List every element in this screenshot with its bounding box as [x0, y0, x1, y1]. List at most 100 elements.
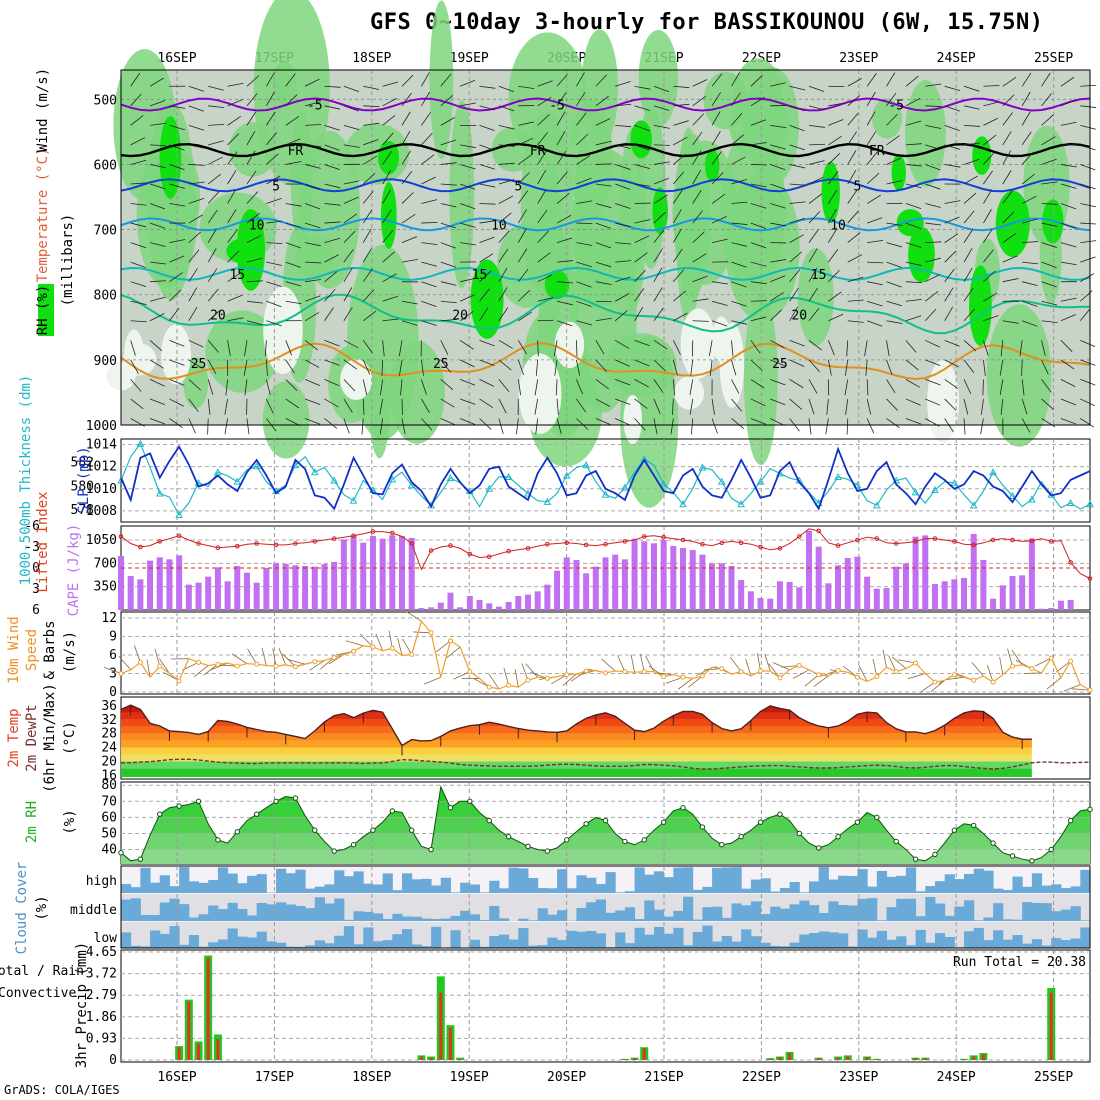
rh-point [738, 833, 744, 840]
wind-barb [963, 142, 980, 146]
lifted-index-point [390, 530, 395, 536]
cape-bar [1019, 575, 1026, 610]
precip-convective-bar [216, 1039, 220, 1060]
wind-barb [150, 122, 166, 126]
cape-bar [660, 540, 667, 610]
wind-barb [382, 340, 385, 357]
cloud-cover-bar [382, 873, 393, 893]
wind-barb [1080, 222, 1097, 225]
wind-barb [401, 300, 418, 305]
wind-barb [1022, 300, 1038, 307]
wind-barb [808, 143, 825, 146]
cloud-cover-bar [1060, 909, 1072, 921]
temp-tick: 32 [101, 713, 117, 728]
cloud-cover-bar [276, 942, 287, 948]
rh-blob-dry [263, 286, 303, 375]
wind-barb [1041, 340, 1046, 356]
cloud-cover-bar [169, 886, 180, 893]
lifted-index-point [331, 536, 337, 541]
wind-barb [149, 183, 166, 190]
surface-wind-barb [154, 648, 161, 667]
rh-blob-saturated [969, 265, 992, 346]
thickness-point [969, 501, 978, 509]
wind-barb [750, 75, 763, 87]
cloud-cover-bar [363, 927, 374, 948]
cloud-cover-bar [324, 943, 335, 948]
rh-point [525, 843, 531, 850]
wind-barb [634, 339, 650, 347]
wind-barb [886, 242, 903, 248]
wind-barb [653, 177, 670, 185]
cape-bar [544, 584, 551, 610]
wind-barb [866, 194, 881, 204]
cape-bar [418, 608, 425, 610]
contour-label: 15 [811, 268, 827, 283]
wind-barb [343, 339, 359, 349]
date-label-bottom: 19SEP [450, 1070, 489, 1085]
wind-barb [362, 209, 373, 224]
lifted-index-point [661, 534, 666, 540]
wind-barb [285, 261, 301, 268]
lifted-index-point [1068, 560, 1073, 565]
cape-bar [631, 538, 638, 610]
cloud-cover-bar [741, 905, 752, 921]
thickness-point [155, 489, 164, 497]
surface-wind-barb [435, 640, 451, 653]
rh-point [447, 805, 454, 811]
wind-barb [925, 379, 941, 386]
cloud-cover-bar [256, 902, 267, 921]
wind-barb [886, 72, 896, 87]
wind-barb [421, 154, 435, 165]
wind-barb [653, 398, 661, 414]
wind-speed-point [215, 661, 221, 667]
wind-barb [130, 242, 146, 249]
wind-barb [498, 359, 512, 371]
wind-barb [363, 85, 380, 90]
wind-barb [750, 418, 766, 425]
surface-wind-barb [551, 674, 567, 685]
wind-barb [983, 134, 997, 146]
cloud-cover-bar [586, 902, 597, 921]
cloud-cover-bar [392, 913, 403, 921]
wind-barb [692, 189, 702, 204]
wind-barb [440, 73, 452, 87]
wind-barb [363, 122, 380, 126]
wind-barb [750, 183, 767, 188]
wind-barb [789, 144, 805, 151]
wind-barb [149, 100, 166, 107]
rh-point [389, 808, 396, 814]
wind-barb [847, 190, 858, 204]
wind-barb [1060, 418, 1077, 425]
surface-wind-barb [397, 638, 403, 656]
surface-wind-barb [919, 681, 936, 693]
cape-bar [747, 591, 754, 610]
wind-barb [672, 228, 682, 243]
wind-barb [692, 79, 708, 87]
contour-label: 10 [249, 218, 265, 233]
wind-barb [150, 261, 167, 265]
wind-barb [421, 418, 433, 431]
cloud-cover-bar [353, 944, 364, 948]
cloud-cover-bar [653, 871, 665, 893]
cape-tick: 700 [94, 556, 117, 571]
precip-convective-bar [788, 1053, 792, 1060]
cloud-cover-bar [741, 888, 752, 893]
wind-barb [692, 150, 702, 165]
wind-barb [169, 398, 184, 407]
wind-barb [595, 222, 612, 229]
wind-barb [576, 155, 591, 165]
cloud-cover-bar [1002, 919, 1013, 921]
wind-barb [188, 231, 202, 243]
rh-point [680, 805, 686, 811]
wind-barb [1002, 233, 1017, 243]
lifted-index-point [525, 546, 531, 551]
cloud-cover-bar [838, 875, 849, 893]
wind-barb [789, 234, 804, 243]
cape-bar [1009, 576, 1016, 610]
wind-barb [886, 320, 903, 324]
cloud-cover-bar [1002, 939, 1013, 948]
wind-barb [420, 359, 424, 376]
rh-blob-moist [986, 304, 1052, 447]
wind-barb [517, 379, 522, 396]
wind-barb [208, 105, 225, 109]
